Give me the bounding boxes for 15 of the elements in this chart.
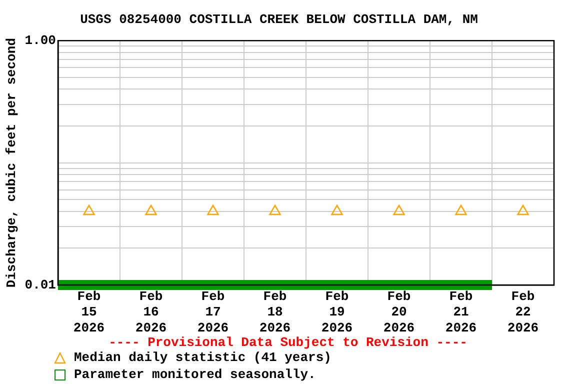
x-tick-label: Feb 22 2026 — [507, 289, 539, 336]
x-tick-label: Feb 15 2026 — [73, 289, 105, 336]
y-axis-title: Discharge, cubic feet per second — [4, 38, 20, 288]
x-tick-label: Feb 16 2026 — [135, 289, 167, 336]
text: ---- Provisional Data Subject to Revision ---- — [108, 335, 468, 350]
x-tick-label: Feb 21 2026 — [445, 289, 477, 336]
y-tick-label: 0.01 — [24, 277, 56, 292]
chart-title: USGS 08254000 COSTILLA CREEK BELOW COSTILLA DAM, NM — [80, 12, 478, 28]
x-tick-label: Feb 20 2026 — [383, 289, 415, 336]
legend-label: Median daily statistic (41 years) — [74, 350, 332, 365]
x-tick-label: Feb 18 2026 — [259, 289, 291, 336]
x-tick-label: Feb 19 2026 — [321, 289, 353, 336]
y-tick-label: 1.00 — [24, 32, 56, 48]
x-tick-label: Feb 17 2026 — [197, 289, 229, 336]
legend-label: Parameter monitored seasonally. — [74, 367, 316, 382]
